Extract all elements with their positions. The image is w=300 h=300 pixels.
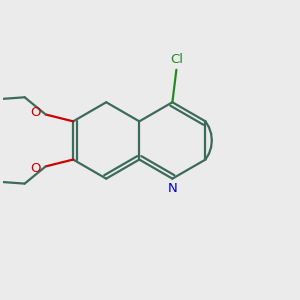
Text: O: O	[30, 106, 41, 119]
Text: Cl: Cl	[170, 53, 183, 66]
Text: N: N	[167, 182, 177, 195]
Text: O: O	[30, 161, 41, 175]
